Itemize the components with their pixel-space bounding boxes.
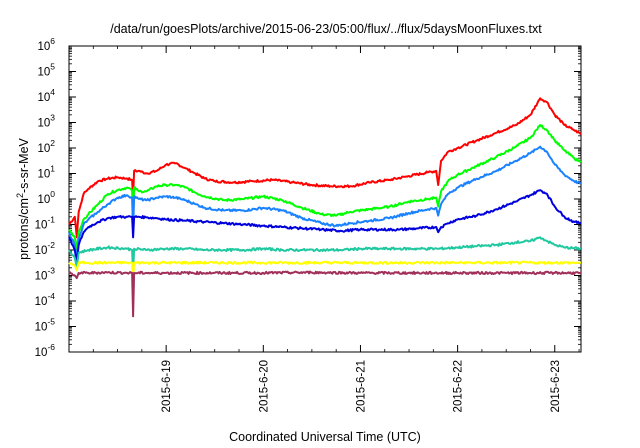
series-layer [68, 97, 582, 318]
y-tick-exponent: -6 [47, 342, 55, 352]
y-tick-exponent: 3 [50, 113, 55, 123]
y-tick-exponent: -3 [47, 266, 55, 276]
flux-series-line [68, 270, 581, 318]
y-tick-exponent: 5 [50, 62, 55, 72]
y-tick-exponent: -2 [47, 240, 55, 250]
y-tick-label: 10-1 [35, 215, 56, 232]
y-tick-base: 10 [35, 322, 48, 334]
y-tick-label: 102 [37, 138, 55, 155]
y-tick-label: 105 [37, 62, 55, 79]
y-tick-label: 101 [37, 164, 55, 181]
x-tick-label: 2015-6-20 [258, 360, 270, 412]
x-axis: 2015-6-19 2015-6-20 2015-6-21 2015-6-22 2015… [92, 46, 580, 412]
y-tick-base: 10 [37, 169, 50, 181]
y-tick-exponent: 6 [50, 36, 55, 46]
x-tick-label: 2015-6-22 [453, 360, 465, 412]
y-tick-label: 10-5 [35, 317, 56, 334]
chart-title: /data/run/goesPlots/archive/2015-06-23/0… [110, 22, 542, 36]
y-axis-label-main: protons/cm [17, 198, 31, 260]
y-tick-label: 104 [37, 87, 55, 104]
flux-series-line [68, 124, 582, 251]
y-axis-label-rest: -s-sr-MeV [17, 137, 31, 193]
y-axis-label-sup: 2 [15, 193, 25, 198]
y-tick-label: 10-3 [35, 266, 56, 283]
y-tick-label: 106 [37, 36, 55, 53]
y-tick-label: 10-2 [35, 240, 56, 257]
y-tick-base: 10 [35, 347, 48, 359]
y-tick-exponent: -4 [47, 291, 55, 301]
y-axis: 10-610-510-410-310-210-11001011021031041… [35, 36, 581, 359]
y-tick-base: 10 [37, 67, 50, 79]
y-tick-base: 10 [35, 271, 48, 283]
y-tick-base: 10 [35, 245, 48, 257]
flux-series-line [68, 236, 581, 277]
y-tick-exponent: -1 [47, 215, 55, 225]
y-tick-base: 10 [37, 92, 50, 104]
y-axis-label: protons/cm2-s-sr-MeV [15, 137, 31, 259]
y-tick-exponent: 4 [50, 87, 55, 97]
y-tick-base: 10 [37, 143, 50, 155]
y-tick-label: 100 [37, 189, 55, 206]
y-tick-exponent: -5 [47, 317, 55, 327]
y-tick-exponent: 2 [50, 138, 55, 148]
y-tick-label: 103 [37, 113, 55, 130]
flux-series-line [68, 97, 582, 239]
y-tick-exponent: 0 [50, 189, 55, 199]
y-tick-exponent: 1 [50, 164, 55, 174]
y-tick-base: 10 [37, 41, 50, 53]
x-axis-label: Coordinated Universal Time (UTC) [229, 430, 421, 444]
x-tick-label: 2015-6-19 [161, 360, 173, 412]
x-tick-label: 2015-6-23 [550, 360, 562, 412]
y-tick-label: 10-4 [35, 291, 56, 308]
x-tick-label: 2015-6-21 [355, 360, 367, 412]
flux-series-line [68, 260, 581, 282]
y-tick-base: 10 [37, 194, 50, 206]
y-tick-base: 10 [37, 118, 50, 130]
flux-series-line [68, 189, 582, 264]
flux-series-line [68, 145, 582, 262]
y-tick-label: 10-6 [35, 342, 56, 359]
y-tick-base: 10 [35, 220, 48, 232]
y-tick-base: 10 [35, 296, 48, 308]
